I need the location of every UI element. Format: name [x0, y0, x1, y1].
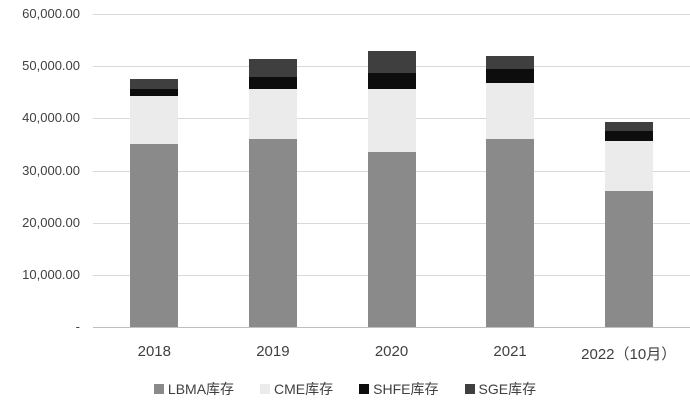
x-axis-tick-label: 2018	[137, 343, 171, 360]
x-axis-tick-label: 2020	[374, 343, 409, 360]
x-axis-tick-label: 2021	[493, 343, 527, 360]
y-axis-tick-label: -	[75, 319, 80, 334]
legend-label: CME库存	[274, 381, 334, 397]
legend-marker-icon	[153, 384, 164, 394]
bar-segment-2019-SGE库存	[248, 59, 297, 78]
x-axis-line	[93, 327, 690, 328]
bar-segment-2020-LBMA库存	[367, 152, 416, 327]
x-axis-tick-label: 2022（10月）	[581, 346, 677, 363]
bar-segment-2022（10月）-LBMA库存	[604, 190, 653, 327]
bar-segment-2022（10月）-SGE库存	[604, 121, 653, 132]
chart-legend: LBMA库存 CME库存 SHFE库存 SGE库存	[0, 379, 690, 399]
y-axis-tick-label: 50,000.00	[22, 58, 80, 74]
legend-item-CME库存: CME库存	[260, 379, 333, 399]
legend-item-SHFE库存: SHFE库存	[359, 379, 439, 399]
legend-item-SGE库存: SGE库存	[464, 379, 537, 399]
bar-segment-2019-SHFE库存	[248, 77, 297, 89]
legend-label: SHFE库存	[373, 381, 439, 397]
legend-marker-icon	[359, 384, 370, 394]
bar-segment-2021-LBMA库存	[486, 138, 535, 327]
bar-segment-2020-SGE库存	[367, 50, 416, 73]
legend-marker-icon	[464, 384, 475, 394]
y-axis-tick-label: 20,000.00	[22, 214, 80, 230]
bar-segment-2018-CME库存	[130, 96, 179, 145]
y-axis-tick-label: 40,000.00	[22, 110, 80, 126]
bar-segment-2022（10月）-CME库存	[604, 140, 653, 191]
gridline	[93, 14, 690, 15]
bar-segment-2019-LBMA库存	[248, 139, 297, 327]
bar-segment-2021-CME库存	[486, 82, 535, 139]
legend-label: LBMA库存	[167, 381, 235, 397]
legend-item-LBMA库存: LBMA库存	[153, 379, 235, 399]
legend-marker-icon	[260, 384, 271, 394]
bar-segment-2021-SGE库存	[486, 56, 535, 69]
x-axis-tick-label: 2019	[256, 343, 290, 360]
bar-segment-2019-CME库存	[248, 88, 297, 140]
y-axis-tick-label: 30,000.00	[22, 162, 80, 178]
bar-segment-2018-SHFE库存	[130, 89, 179, 97]
bar-segment-2021-SHFE库存	[486, 68, 535, 83]
bar-segment-2020-CME库存	[367, 88, 416, 153]
y-axis-tick-label: 10,000.00	[22, 266, 80, 282]
legend-label: SGE库存	[478, 381, 537, 397]
bar-segment-2018-SGE库存	[130, 79, 179, 90]
bar-segment-2022（10月）-SHFE库存	[604, 131, 653, 141]
y-axis-tick-label: 60,000.00	[22, 6, 80, 21]
bar-segment-2018-LBMA库存	[130, 144, 179, 327]
bar-segment-2020-SHFE库存	[367, 72, 416, 89]
